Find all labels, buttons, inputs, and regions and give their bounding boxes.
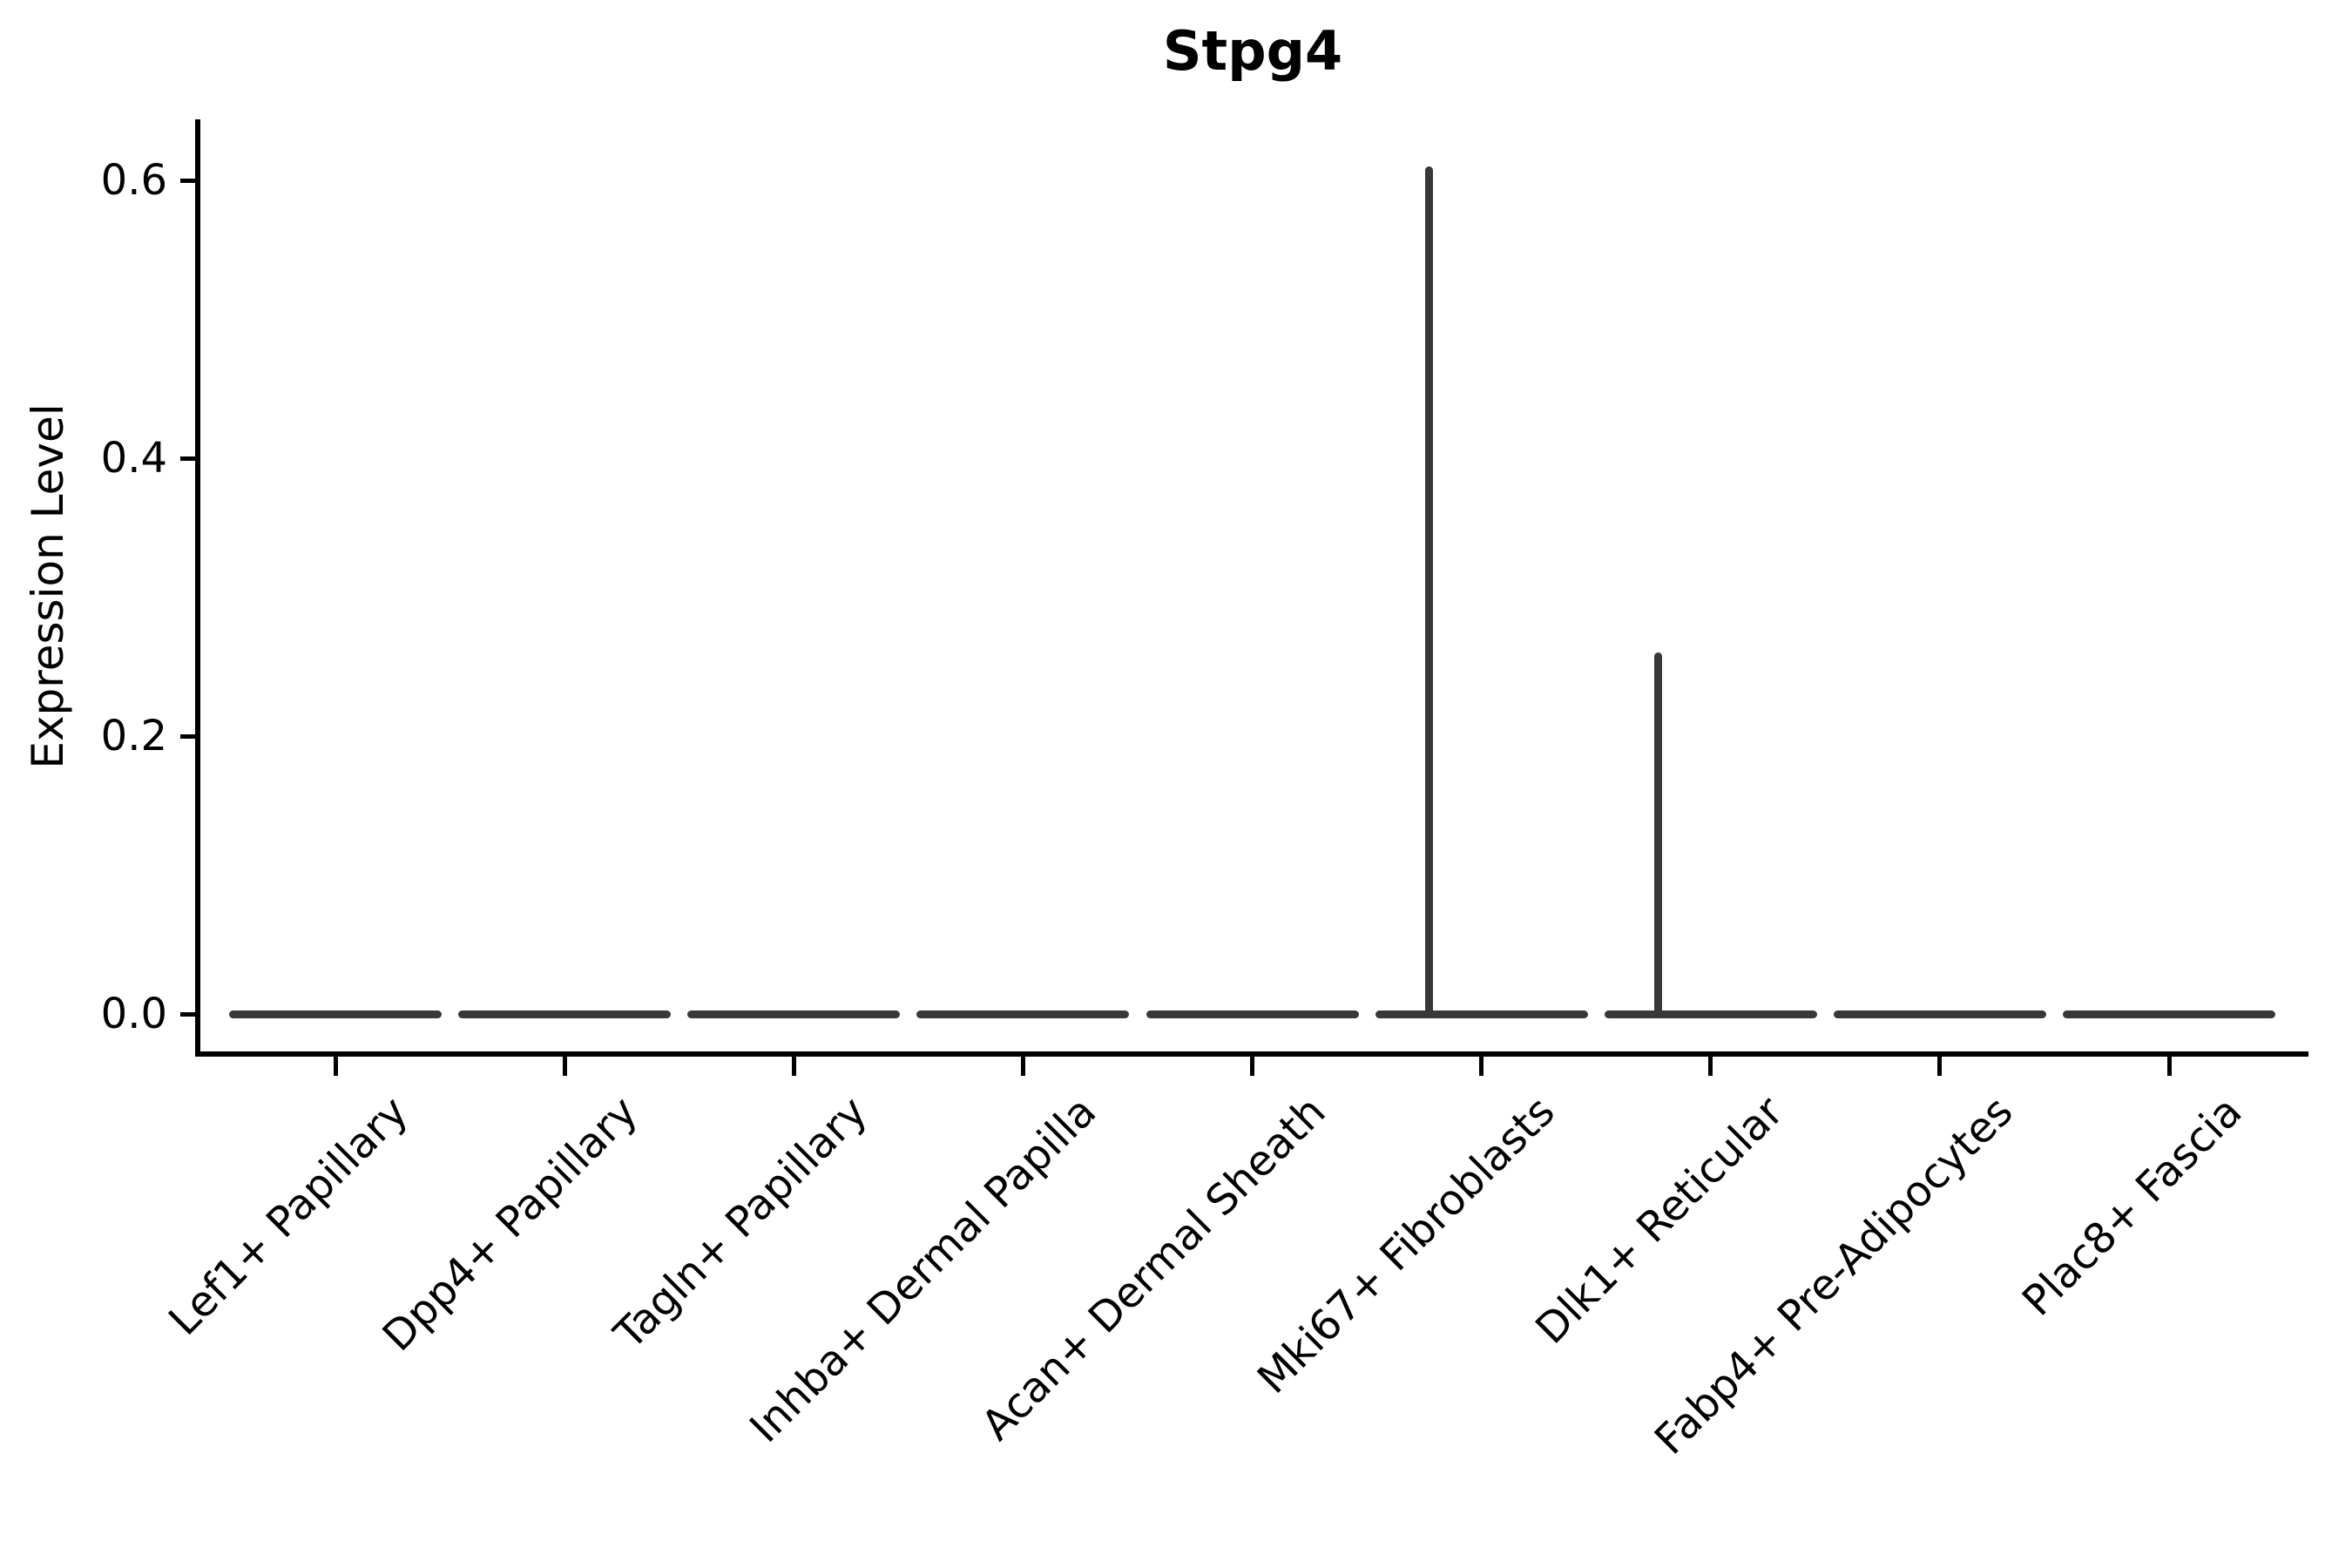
violin-body	[1833, 1010, 2046, 1018]
x-tick-mark	[1479, 1057, 1484, 1076]
x-tick-label: Plac8+ Fascia	[2013, 1087, 2252, 1326]
y-tick-mark	[180, 178, 198, 183]
x-tick-label: Dlk1+ Reticular	[1526, 1087, 1794, 1354]
y-tick-mark	[180, 733, 198, 739]
x-tick-mark	[1250, 1057, 1254, 1076]
x-tick-label: Tagln+ Papillary	[605, 1087, 876, 1359]
x-tick-mark	[791, 1057, 796, 1076]
y-axis-spine	[195, 119, 200, 1057]
chart-title: Stpg4	[1162, 19, 1343, 83]
violin-body	[1375, 1010, 1588, 1018]
x-tick-mark	[1708, 1057, 1713, 1076]
y-tick-mark	[180, 1011, 198, 1017]
x-tick-mark	[1020, 1057, 1025, 1076]
violin-body	[916, 1010, 1130, 1018]
violin-spike	[1654, 652, 1663, 1014]
x-tick-mark	[1937, 1057, 1943, 1076]
x-tick-label: Dpp4+ Papillary	[373, 1087, 647, 1362]
y-tick-label: 0.6	[100, 156, 167, 205]
y-tick-label: 0.4	[100, 434, 167, 483]
violin-body	[1604, 1010, 1817, 1018]
x-tick-mark	[562, 1057, 567, 1076]
x-tick-label: Lef1+ Papillary	[159, 1087, 418, 1345]
violin-body	[687, 1010, 901, 1018]
y-tick-label: 0.2	[100, 712, 167, 760]
violin-body	[229, 1010, 442, 1018]
y-tick-label: 0.0	[100, 990, 167, 1038]
x-tick-mark	[333, 1057, 338, 1076]
x-tick-mark	[2166, 1057, 2172, 1076]
violin-body	[458, 1010, 672, 1018]
violin-spike	[1425, 166, 1434, 1014]
violin-body	[1146, 1010, 1359, 1018]
violin-body	[2063, 1010, 2275, 1018]
x-axis-spine	[195, 1051, 2308, 1057]
y-tick-mark	[180, 456, 198, 461]
